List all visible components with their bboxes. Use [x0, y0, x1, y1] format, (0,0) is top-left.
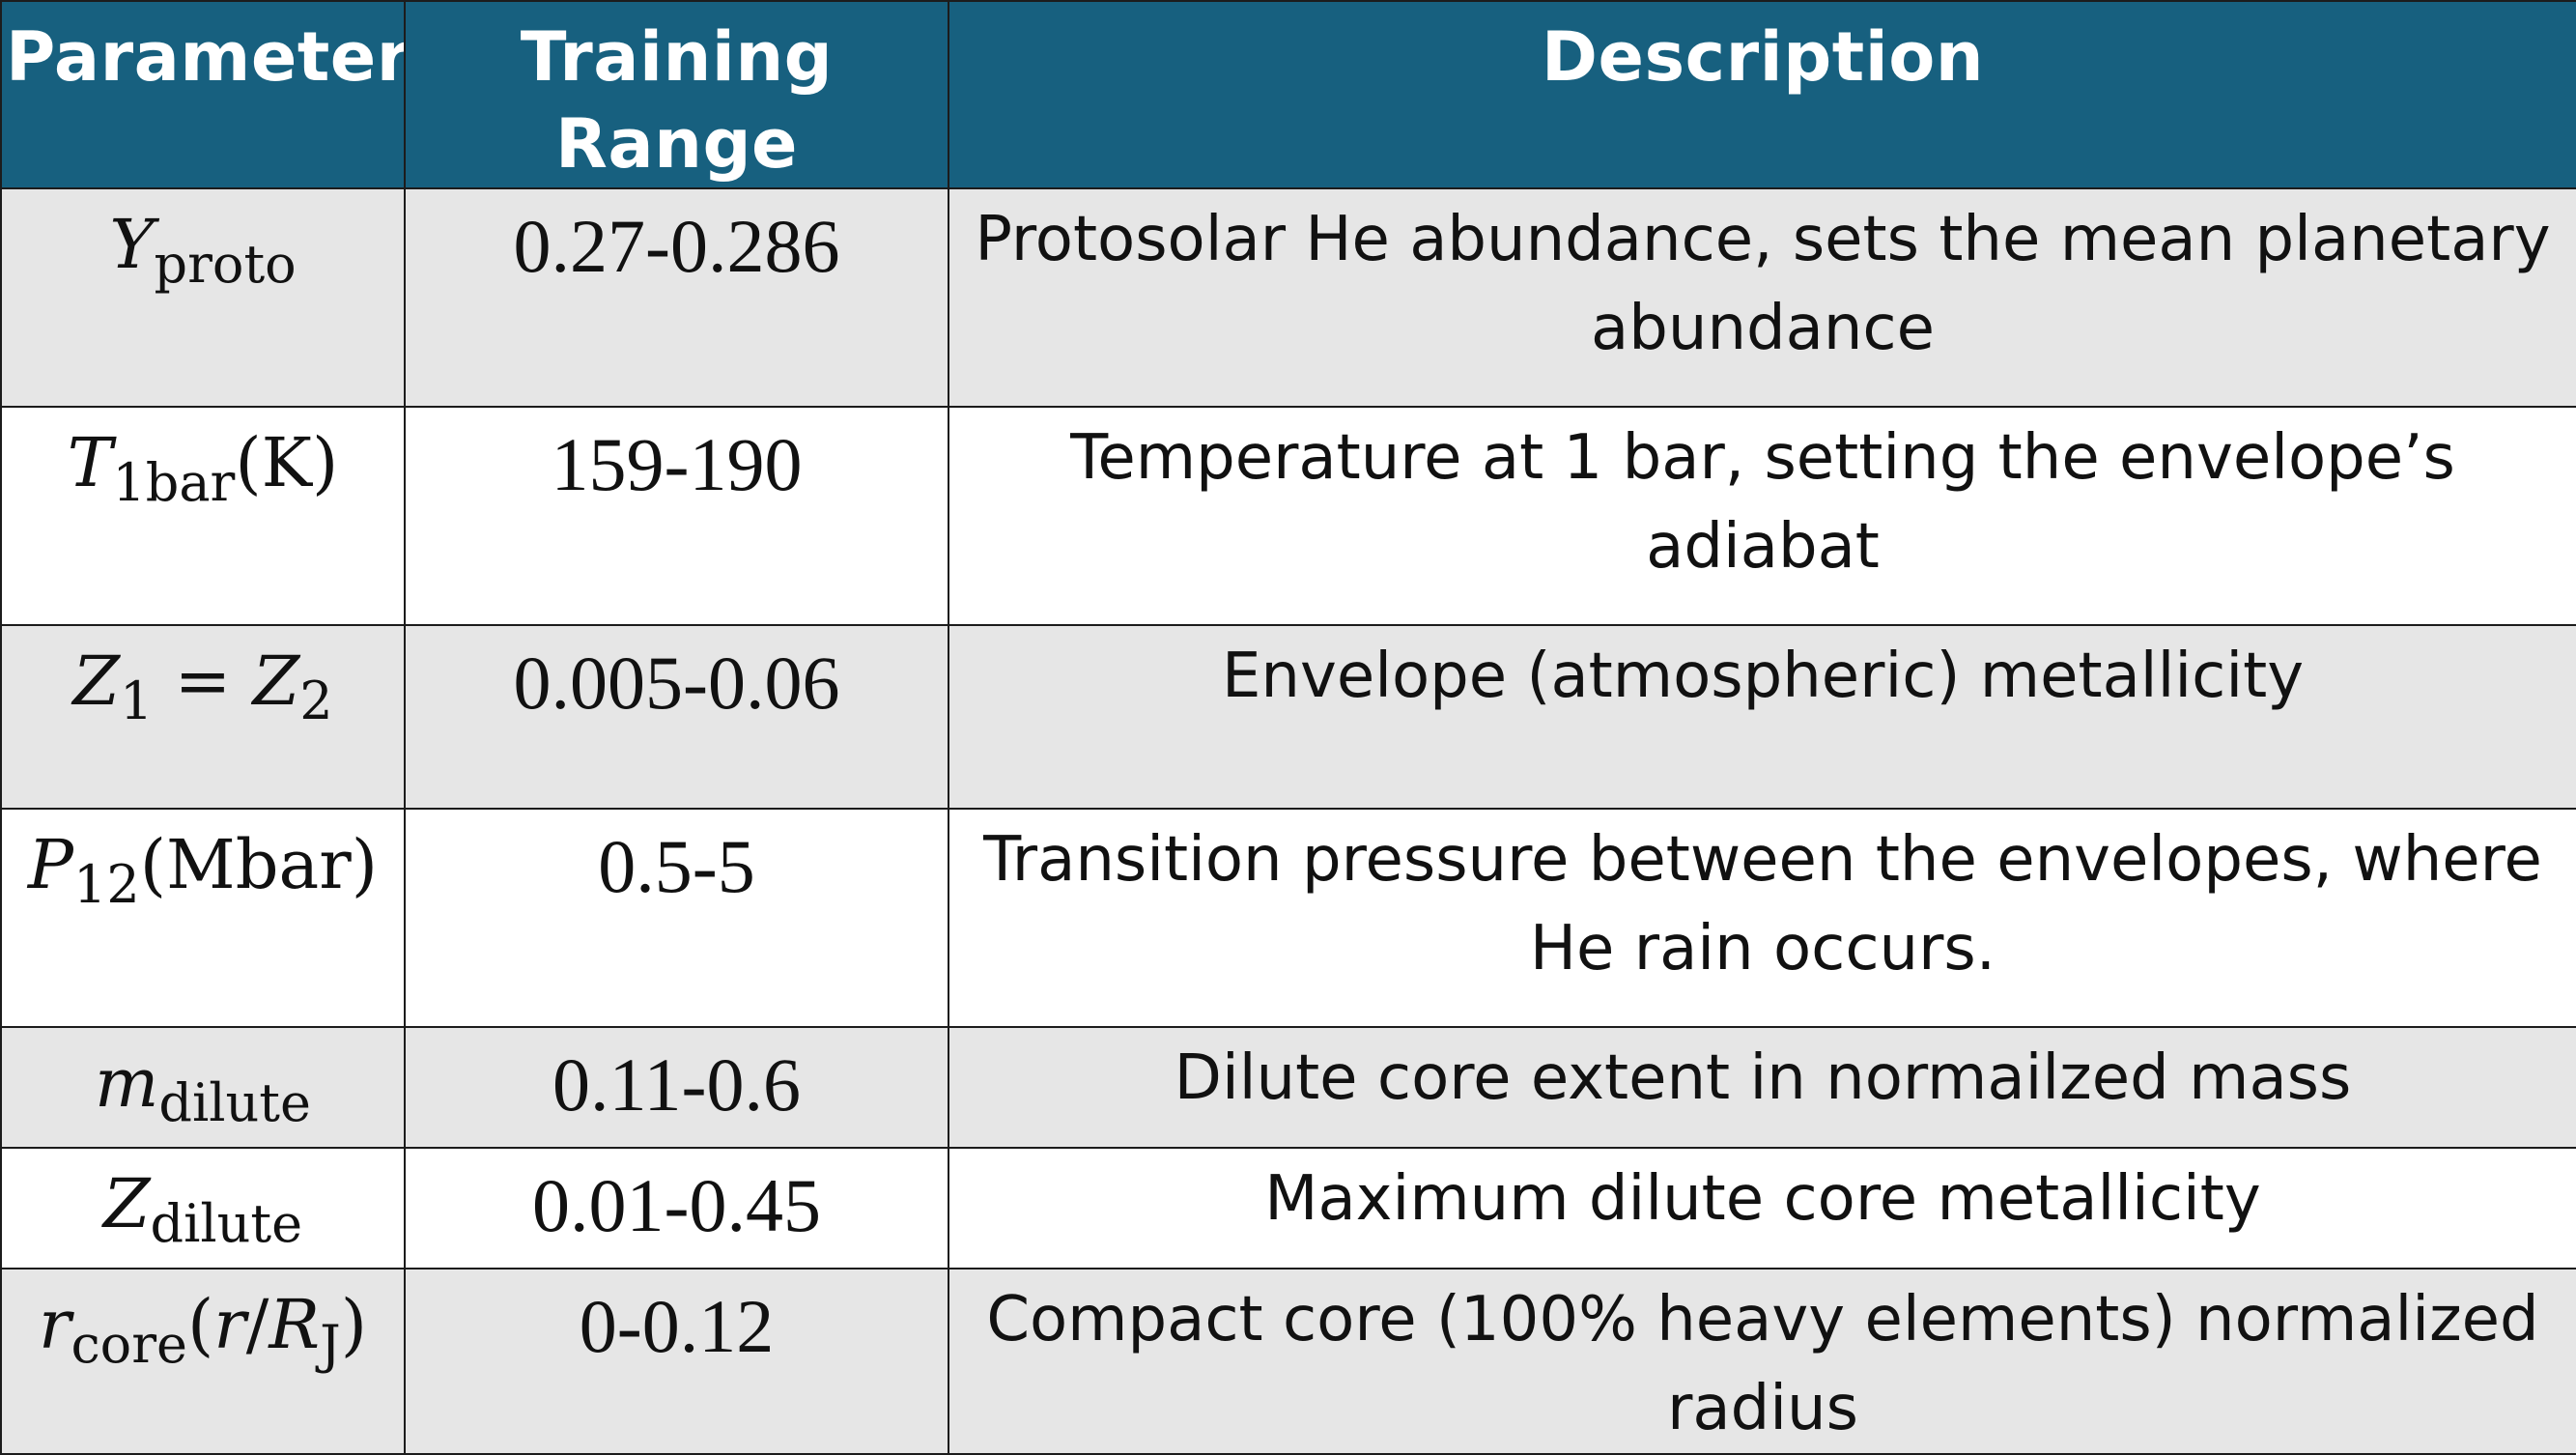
unit-open-paren: (	[186, 1285, 214, 1364]
parameter-unit: (Mbar)	[139, 825, 379, 904]
parameter-unit: (K)	[235, 423, 339, 502]
parameter-subscript: 12	[73, 854, 140, 916]
parameter-symbol: T	[67, 423, 113, 502]
parameter-subscript: 1	[120, 670, 154, 732]
description-cell: Compact core (100% heavy elements) norma…	[948, 1268, 2576, 1455]
parameter-subscript: proto	[154, 234, 297, 296]
parameter-subscript: dilute	[150, 1193, 303, 1255]
description-cell: Maximum dilute core metallicity	[948, 1147, 2576, 1270]
table-row: Z1 = Z2 0.005-0.06 Envelope (atmospheric…	[0, 624, 2576, 810]
training-range-cell: 159-190	[404, 406, 949, 626]
unit-r: r	[213, 1285, 246, 1364]
description-cell: Dilute core extent in normailzed mass	[948, 1026, 2576, 1149]
parameter-subscript-2: 2	[299, 670, 333, 732]
table-row: T1bar(K) 159-190 Temperature at 1 bar, s…	[0, 406, 2576, 626]
table-row: Yproto 0.27-0.286 Protosolar He abundanc…	[0, 187, 2576, 408]
parameter-cell: P12(Mbar)	[0, 808, 406, 1028]
equals-sign: =	[174, 642, 232, 721]
table-row: mdilute 0.11-0.6 Dilute core extent in n…	[0, 1026, 2576, 1149]
parameter-symbol-2: Z	[252, 642, 300, 721]
parameter-symbol: Y	[109, 205, 155, 284]
training-range-cell: 0-0.12	[404, 1268, 949, 1455]
unit-R: R	[269, 1285, 321, 1364]
training-range-cell: 0.5-5	[404, 808, 949, 1028]
table-row: rcore(r/RJ) 0-0.12 Compact core (100% he…	[0, 1268, 2576, 1455]
parameter-symbol: P	[27, 825, 74, 904]
table-row: P12(Mbar) 0.5-5 Transition pressure betw…	[0, 808, 2576, 1028]
description-cell: Transition pressure between the envelope…	[948, 808, 2576, 1028]
parameter-cell: Zdilute	[0, 1147, 406, 1270]
description-cell: Protosolar He abundance, sets the mean p…	[948, 187, 2576, 408]
header-row: Parameter Training Range Description	[0, 0, 2576, 189]
parameter-symbol: Z	[72, 642, 121, 721]
parameter-cell: mdilute	[0, 1026, 406, 1149]
training-range-cell: 0.005-0.06	[404, 624, 949, 810]
table-row: Zdilute 0.01-0.45 Maximum dilute core me…	[0, 1147, 2576, 1270]
parameter-cell: Z1 = Z2	[0, 624, 406, 810]
parameter-symbol: r	[38, 1285, 71, 1364]
parameter-cell: Yproto	[0, 187, 406, 408]
parameter-symbol: Z	[102, 1164, 151, 1243]
training-range-cell: 0.27-0.286	[404, 187, 949, 408]
parameter-cell: rcore(r/RJ)	[0, 1268, 406, 1455]
parameter-subscript: core	[71, 1314, 187, 1376]
parameter-symbol: m	[95, 1043, 159, 1123]
unit-R-subscript: J	[320, 1314, 341, 1376]
header-parameter: Parameter	[0, 0, 406, 189]
description-cell: Temperature at 1 bar, setting the envelo…	[948, 406, 2576, 626]
parameter-cell: T1bar(K)	[0, 406, 406, 626]
header-description: Description	[948, 0, 2576, 189]
unit-slash: /	[245, 1285, 269, 1364]
unit-close-paren: )	[340, 1285, 368, 1364]
training-range-cell: 0.11-0.6	[404, 1026, 949, 1149]
training-range-cell: 0.01-0.45	[404, 1147, 949, 1270]
header-training-range: Training Range	[404, 0, 949, 189]
parameter-subscript: 1bar	[112, 452, 236, 514]
description-cell: Envelope (atmospheric) metallicity	[948, 624, 2576, 810]
parameter-subscript: dilute	[158, 1072, 311, 1134]
